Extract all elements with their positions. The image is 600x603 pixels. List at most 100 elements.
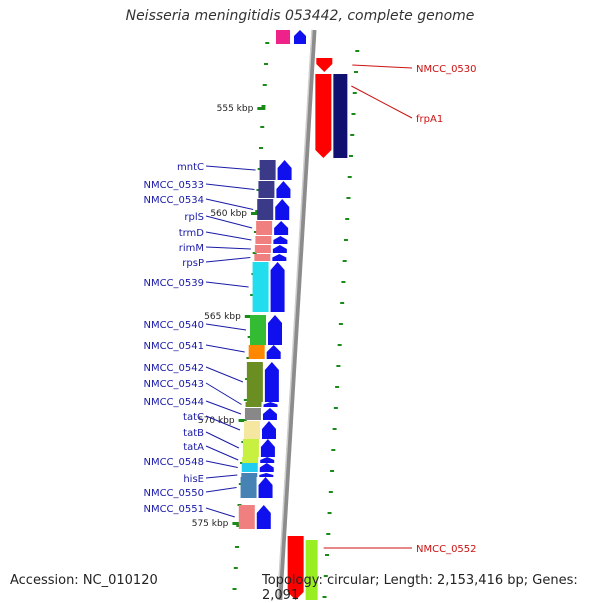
scale-dot — [265, 42, 270, 44]
gene-label: NMCC_0539 — [143, 278, 204, 289]
gene-leader — [205, 257, 251, 263]
gene-label: tatC — [183, 412, 204, 423]
scale-dot — [327, 512, 332, 514]
gene-label: mntC — [177, 162, 204, 173]
gene-label: hisE — [183, 474, 204, 485]
gene-block — [241, 473, 258, 477]
gene-block — [250, 315, 266, 345]
gene-label: NMCC_0533 — [143, 180, 204, 191]
forward-arrow — [277, 160, 292, 180]
scale-dot — [351, 113, 356, 115]
scale-dot — [322, 596, 327, 598]
gene-block — [248, 345, 265, 359]
gene-leader — [205, 400, 242, 415]
gene-label: tatA — [183, 442, 204, 453]
forward-arrow — [262, 421, 276, 439]
gene-leader — [205, 507, 235, 518]
scale-dot — [261, 105, 266, 107]
gene-label: tatB — [183, 428, 204, 439]
scale-dot — [260, 126, 265, 128]
scale-dot — [343, 239, 348, 241]
gene-label: NMCC_0543 — [143, 379, 204, 390]
gene-label: rplS — [184, 212, 204, 223]
forward-arrow — [259, 463, 274, 472]
scale-dot — [345, 218, 350, 220]
reverse-block — [333, 74, 348, 158]
gene-label: NMCC_0530 — [416, 64, 477, 75]
gene-label: trmD — [179, 228, 205, 239]
gene-block — [241, 463, 258, 472]
gene-leader — [351, 85, 413, 119]
scale-dot — [354, 71, 359, 73]
gene-leader — [205, 431, 240, 449]
scale-dot — [348, 155, 353, 157]
scale-tick — [257, 107, 266, 110]
gene-leader — [205, 281, 249, 288]
gene-leader — [205, 215, 253, 229]
scale-dot — [350, 134, 355, 136]
scale-dot — [253, 231, 258, 233]
scale-tick-label: 555 kbp — [217, 104, 254, 114]
scale-tick-label: 575 kbp — [192, 519, 229, 529]
gene-block — [240, 477, 257, 498]
gene-label: NMCC_0542 — [143, 363, 204, 374]
gene-leader — [205, 231, 252, 241]
forward-arrow — [260, 457, 275, 463]
scale-dot — [262, 84, 267, 86]
gene-label: NMCC_0552 — [416, 544, 477, 555]
gene-leader — [205, 198, 254, 210]
gene-block — [258, 181, 275, 198]
scale-dot — [347, 176, 352, 178]
gene-label: NMCC_0548 — [143, 457, 204, 468]
gene-block — [245, 402, 262, 407]
scale-tick-label: 570 kbp — [198, 416, 235, 426]
scale-dot — [323, 575, 328, 577]
topology-text: Topology: circular; Length: 2,153,416 bp… — [262, 573, 578, 603]
gene-block — [257, 199, 274, 220]
scale-tick — [232, 522, 241, 525]
gene-label: NMCC_0550 — [143, 488, 204, 499]
gene-leader — [205, 165, 256, 171]
scale-dot — [255, 210, 260, 212]
gene-leader — [205, 246, 251, 250]
forward-arrow — [294, 30, 306, 44]
scale-dot — [330, 470, 335, 472]
scale-tick-label: 560 kbp — [210, 209, 247, 219]
scale-dot — [335, 386, 340, 388]
map-title: Neisseria meningitidis 053442, complete … — [125, 8, 475, 24]
scale-dot — [338, 323, 343, 325]
gene-label: NMCC_0540 — [143, 320, 204, 331]
gene-block — [246, 362, 263, 402]
scale-dot — [250, 294, 255, 296]
gene-block — [242, 457, 259, 463]
scale-dot — [246, 357, 251, 359]
gene-leader — [205, 382, 242, 405]
scale-dot — [340, 302, 345, 304]
reverse-arrow — [316, 58, 333, 72]
forward-arrow — [260, 439, 275, 457]
gene-label: NMCC_0534 — [143, 195, 204, 206]
forward-arrow — [263, 402, 278, 407]
gene-label: frpA1 — [416, 114, 443, 125]
reverse-block — [305, 540, 318, 600]
scale-dot — [333, 407, 338, 409]
gene-leader — [205, 366, 244, 383]
scale-dot — [236, 525, 241, 527]
gene-label: NMCC_0541 — [143, 341, 204, 352]
gene-leader — [205, 460, 238, 468]
gene-block — [254, 245, 271, 253]
scale-dot — [342, 260, 347, 262]
scale-dot — [337, 344, 342, 346]
scale-dot — [264, 63, 269, 65]
reverse-arrow — [287, 536, 304, 600]
forward-arrow — [276, 181, 291, 198]
scale-dot — [233, 567, 238, 569]
scale-dot — [232, 588, 237, 590]
scale-dot — [235, 546, 240, 548]
gene-block — [276, 30, 290, 44]
gene-label: rimM — [179, 243, 204, 254]
forward-arrow — [258, 477, 273, 498]
scale-tick — [251, 212, 260, 215]
forward-arrow — [268, 315, 282, 345]
